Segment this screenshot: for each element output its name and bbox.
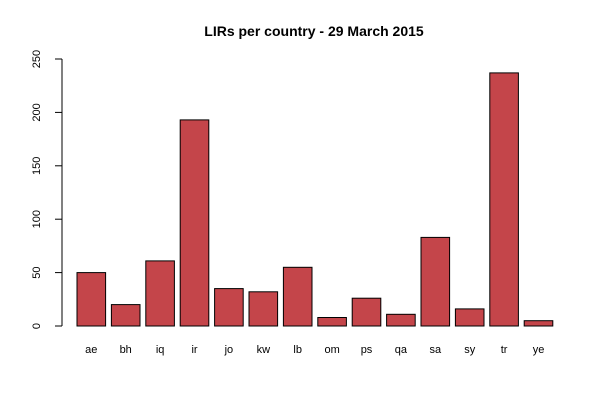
- bar-om: [317, 317, 347, 327]
- bar-ye: [523, 320, 554, 327]
- bar-ps: [351, 297, 382, 327]
- x-tick-label: ps: [361, 344, 373, 356]
- x-tick-label: bh: [120, 344, 132, 356]
- bars: [76, 72, 554, 327]
- y-tick-label: 250: [31, 50, 43, 68]
- x-axis-labels: ae bh iq ir jo kw lb om ps qa sa sy tr ye: [85, 344, 544, 356]
- x-tick-label: ye: [533, 344, 545, 356]
- x-tick-label: sa: [429, 344, 442, 356]
- y-tick-label: 100: [31, 210, 43, 228]
- bar-qa: [386, 313, 416, 327]
- x-tick-label: om: [324, 344, 339, 356]
- y-axis: 0 50 100 150 200 250: [31, 50, 63, 329]
- y-tick-label: 50: [31, 266, 43, 278]
- x-tick-label: iq: [156, 344, 165, 356]
- x-tick-label: tr: [501, 344, 508, 356]
- x-tick-label: ae: [85, 344, 97, 356]
- bar-kw: [248, 291, 279, 327]
- bar-ae: [76, 272, 107, 327]
- y-tick-label: 200: [31, 103, 43, 121]
- y-tick-label: 0: [31, 323, 43, 329]
- x-tick-label: sy: [464, 344, 476, 356]
- bar-ir: [179, 119, 210, 327]
- bar-jo: [214, 288, 244, 327]
- bar-tr: [489, 72, 519, 327]
- x-tick-label: jo: [224, 344, 234, 356]
- x-tick-label: kw: [257, 344, 271, 356]
- y-tick-label: 150: [31, 157, 43, 175]
- chart-title: LIRs per country - 29 March 2015: [204, 23, 424, 39]
- bar-iq: [145, 260, 175, 327]
- bar-bh: [110, 304, 141, 327]
- bar-sy: [454, 308, 485, 327]
- bar-sa: [420, 236, 451, 327]
- bar-lb: [282, 266, 313, 327]
- x-tick-label: ir: [191, 344, 197, 356]
- x-tick-label: qa: [395, 344, 408, 356]
- x-tick-label: lb: [293, 344, 302, 356]
